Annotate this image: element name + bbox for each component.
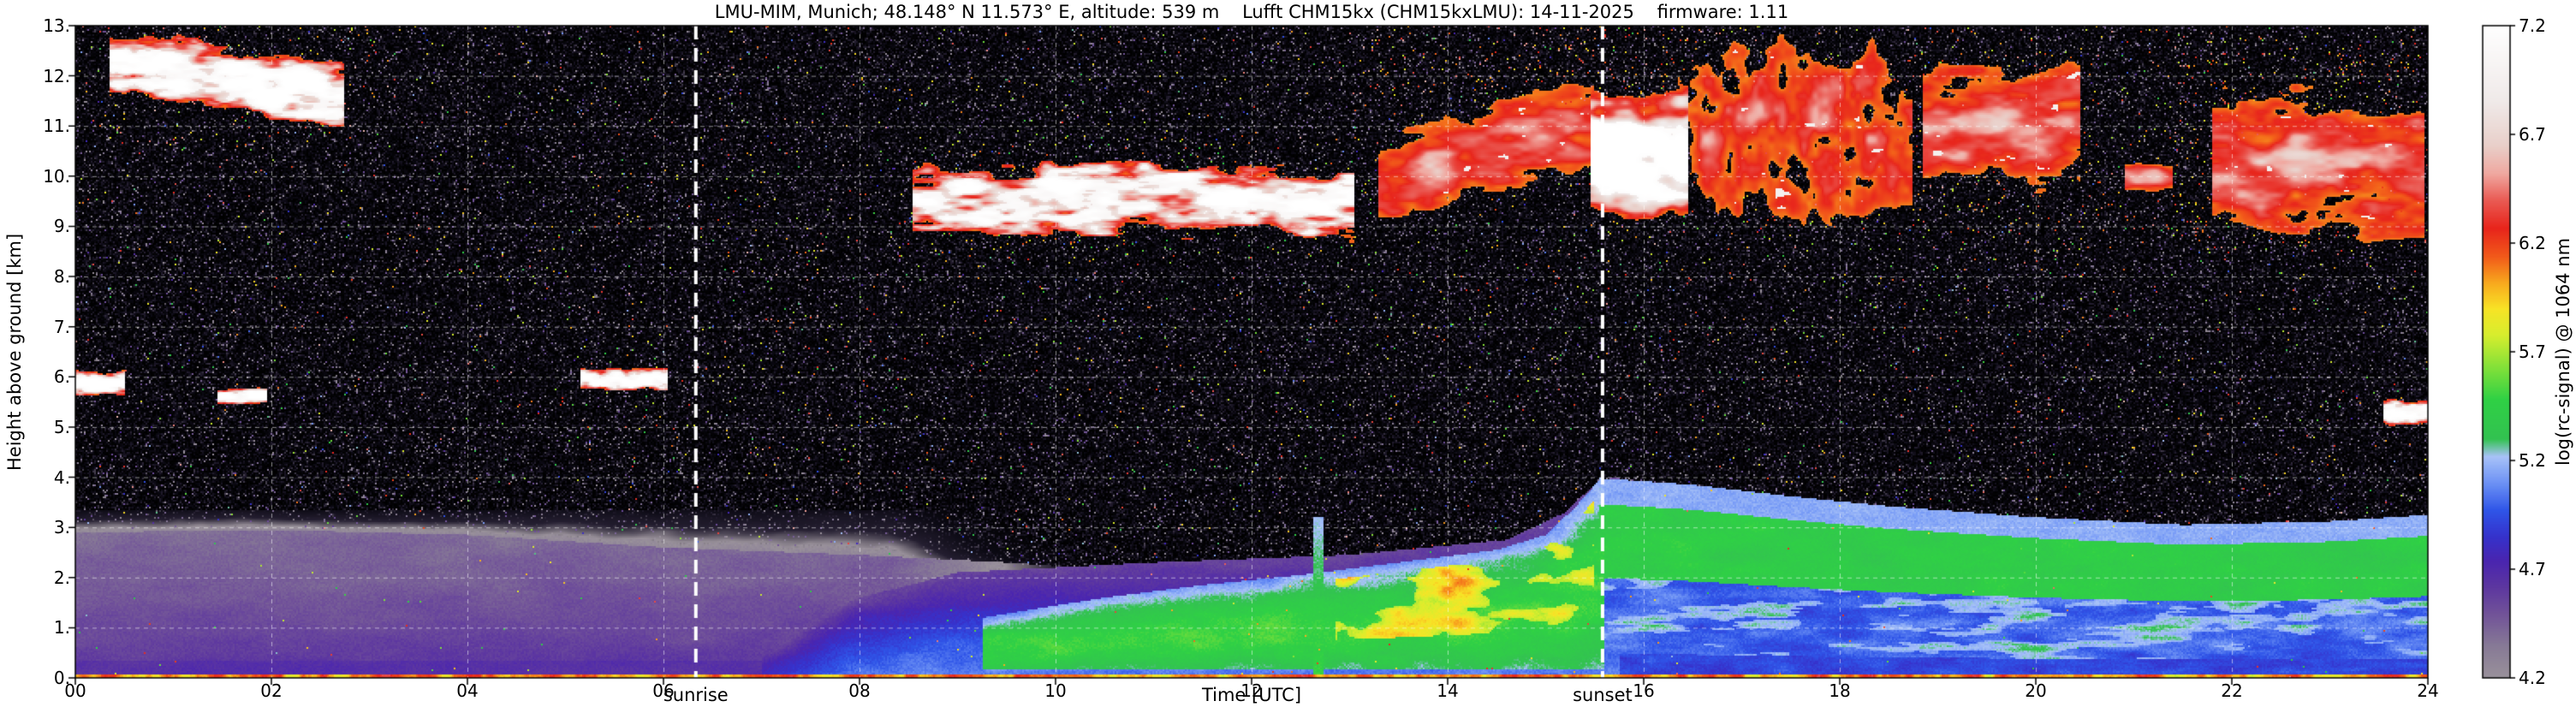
x-tick-label: 20 (2025, 680, 2047, 701)
y-tick-label: 13. (43, 15, 70, 36)
x-tick-label: 24 (2417, 680, 2439, 701)
colorbar-tick-label: 6.7 (2519, 124, 2546, 145)
x-tick-label: 14 (1437, 680, 1459, 701)
colorbar-tick-label: 7.2 (2519, 15, 2546, 36)
y-tick-label: 5. (53, 416, 70, 437)
y-tick-label: 6. (53, 366, 70, 388)
x-tick-label: 06 (652, 680, 675, 701)
colorbar-tick-label: 5.2 (2519, 450, 2546, 471)
x-tick-label: 02 (260, 680, 283, 701)
y-tick-label: 3. (53, 517, 70, 538)
colorbar-label-text: log(rc-signal) @ 1064 nm (2553, 237, 2573, 466)
x-tick-label: 10 (1044, 680, 1067, 701)
colorbar-tick-label: 4.2 (2519, 668, 2546, 688)
sunset-label: sunset (1573, 685, 1633, 705)
y-tick-label: 12. (43, 65, 70, 86)
x-axis-label: Time [UTC] (1201, 685, 1302, 705)
sunrise-label: sunrise (663, 685, 729, 705)
x-tick-label: 00 (64, 680, 86, 701)
x-tick-label: 04 (456, 680, 479, 701)
x-tick-label: 22 (2221, 680, 2243, 701)
y-tick-label: 11. (43, 116, 70, 137)
x-tick-label: 08 (848, 680, 871, 701)
colorbar-tick-label: 5.7 (2519, 342, 2546, 362)
colorbar-label: log(rc-signal) @ 1064 nm (2551, 26, 2575, 678)
y-tick-label: 0. (53, 668, 70, 688)
y-tick-label: 9. (53, 216, 70, 237)
y-tick-label: 8. (53, 266, 70, 288)
x-tick-label: 12 (1240, 680, 1263, 701)
colorbar-tick-label: 4.7 (2519, 559, 2546, 579)
colorbar-tick-label: 6.2 (2519, 233, 2546, 253)
plot-title: LMU-MIM, Munich; 48.148° N 11.573° E, al… (714, 2, 1789, 22)
x-tick-label: 16 (1633, 680, 1655, 701)
y-axis-label-text: Height above ground [km] (4, 233, 25, 471)
y-tick-label: 7. (53, 316, 70, 337)
y-tick-label: 2. (53, 567, 70, 588)
y-tick-label: 4. (53, 466, 70, 488)
y-tick-label: 10. (43, 165, 70, 187)
y-axis-label: Height above ground [km] (2, 26, 27, 678)
y-tick-label: 1. (53, 617, 70, 639)
x-tick-label: 18 (1829, 680, 1851, 701)
